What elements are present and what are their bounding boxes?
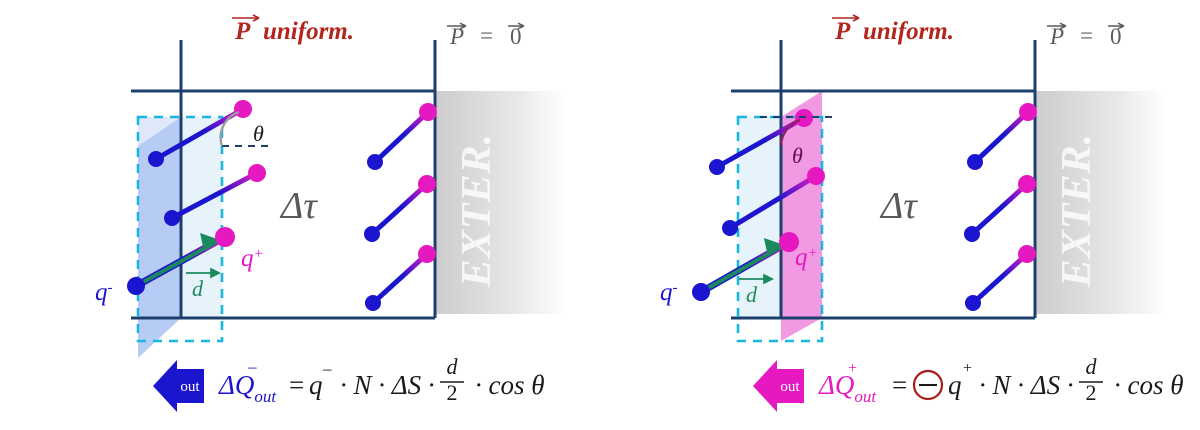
svg-text:P: P bbox=[234, 18, 251, 45]
svg-text:=: = bbox=[480, 23, 493, 48]
svg-text:· cos θ: · cos θ bbox=[1114, 370, 1184, 400]
svg-text:uniform.: uniform. bbox=[863, 18, 954, 45]
svg-text:d: d bbox=[447, 354, 459, 379]
svg-text:EXTER.: EXTER. bbox=[1054, 133, 1100, 288]
svg-text:P: P bbox=[834, 18, 851, 45]
svg-text:+: + bbox=[848, 360, 857, 377]
svg-text:EXTER.: EXTER. bbox=[454, 133, 500, 288]
svg-text:q-: q- bbox=[95, 279, 113, 306]
svg-text:=: = bbox=[892, 370, 907, 400]
svg-text:d: d bbox=[1086, 354, 1098, 379]
svg-text:· cos θ: · cos θ bbox=[475, 370, 545, 400]
svg-text:q+: q+ bbox=[241, 245, 264, 272]
svg-text:· N · ΔS ·: · N · ΔS · bbox=[340, 370, 435, 400]
svg-text:=: = bbox=[1080, 23, 1093, 48]
svg-text:out: out bbox=[180, 379, 200, 395]
svg-text:–: – bbox=[322, 359, 332, 378]
svg-text:0: 0 bbox=[1110, 24, 1122, 49]
svg-text:P: P bbox=[1049, 24, 1064, 49]
svg-text:=: = bbox=[289, 370, 304, 400]
svg-text:2: 2 bbox=[1086, 380, 1097, 405]
svg-text:Δτ: Δτ bbox=[279, 185, 318, 227]
svg-text:· N · ΔS ·: · N · ΔS · bbox=[979, 370, 1074, 400]
svg-text:+: + bbox=[963, 360, 972, 377]
svg-text:q-: q- bbox=[660, 279, 678, 306]
svg-text:q: q bbox=[309, 370, 323, 400]
svg-text:Δτ: Δτ bbox=[879, 185, 918, 227]
svg-text:θ: θ bbox=[792, 143, 803, 168]
svg-text:d: d bbox=[192, 276, 204, 301]
svg-text:0: 0 bbox=[510, 24, 522, 49]
svg-text:uniform.: uniform. bbox=[263, 18, 354, 45]
svg-text:–: – bbox=[247, 357, 257, 376]
svg-text:2: 2 bbox=[447, 380, 458, 405]
svg-text:θ: θ bbox=[253, 121, 264, 146]
svg-text:q: q bbox=[948, 370, 962, 400]
svg-text:out: out bbox=[780, 379, 800, 395]
svg-text:P: P bbox=[449, 24, 464, 49]
svg-text:d: d bbox=[746, 282, 758, 307]
